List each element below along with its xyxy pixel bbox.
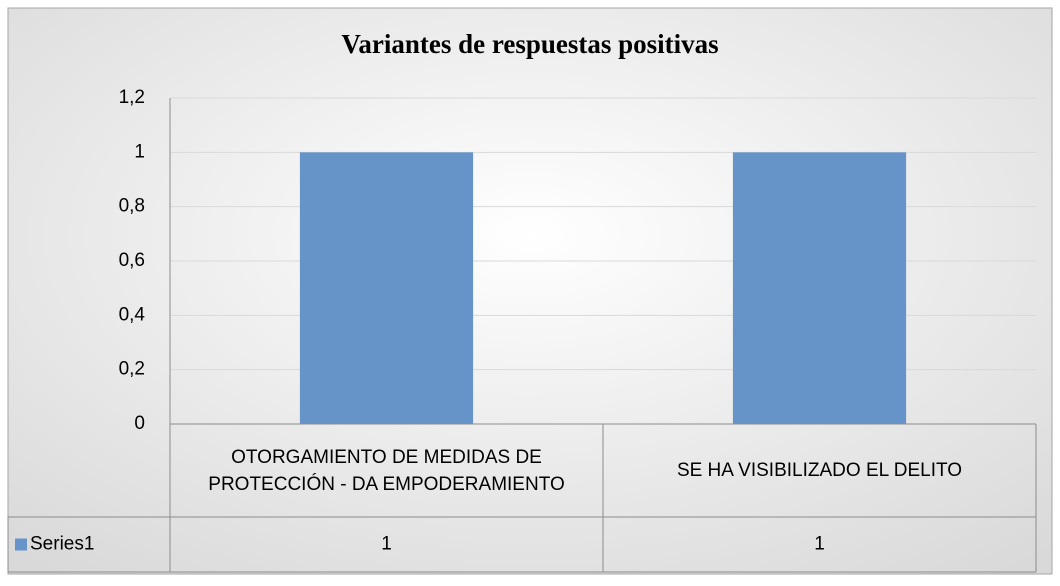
- x-tick-label: SE HA VISIBILIZADO EL DELITO: [676, 460, 963, 481]
- y-tick-label: 0,6: [119, 250, 145, 271]
- y-tick-label: 0,4: [119, 304, 146, 325]
- y-tick-label: 0,8: [119, 196, 145, 217]
- data-table-value: 1: [381, 534, 392, 555]
- x-tick-label: OTORGAMIENTO DE MEDIDAS DE PROTECCIÓN - …: [208, 446, 565, 495]
- bar: [732, 152, 907, 425]
- data-table-value: 1: [814, 534, 825, 555]
- y-tick-label: 0: [134, 413, 145, 434]
- category-cell: OTORGAMIENTO DE MEDIDAS DE PROTECCIÓN - …: [208, 446, 565, 495]
- chart-title: Variantes de respuestas positivas: [341, 29, 718, 59]
- y-tick-label: 0,2: [119, 359, 145, 380]
- y-tick-label: 1: [134, 141, 145, 162]
- legend-label: Series1: [30, 534, 94, 555]
- y-tick-label: 1,2: [119, 87, 145, 108]
- legend-key: [15, 538, 27, 551]
- category-cell: SE HA VISIBILIZADO EL DELITO: [676, 460, 963, 481]
- bar: [299, 152, 474, 425]
